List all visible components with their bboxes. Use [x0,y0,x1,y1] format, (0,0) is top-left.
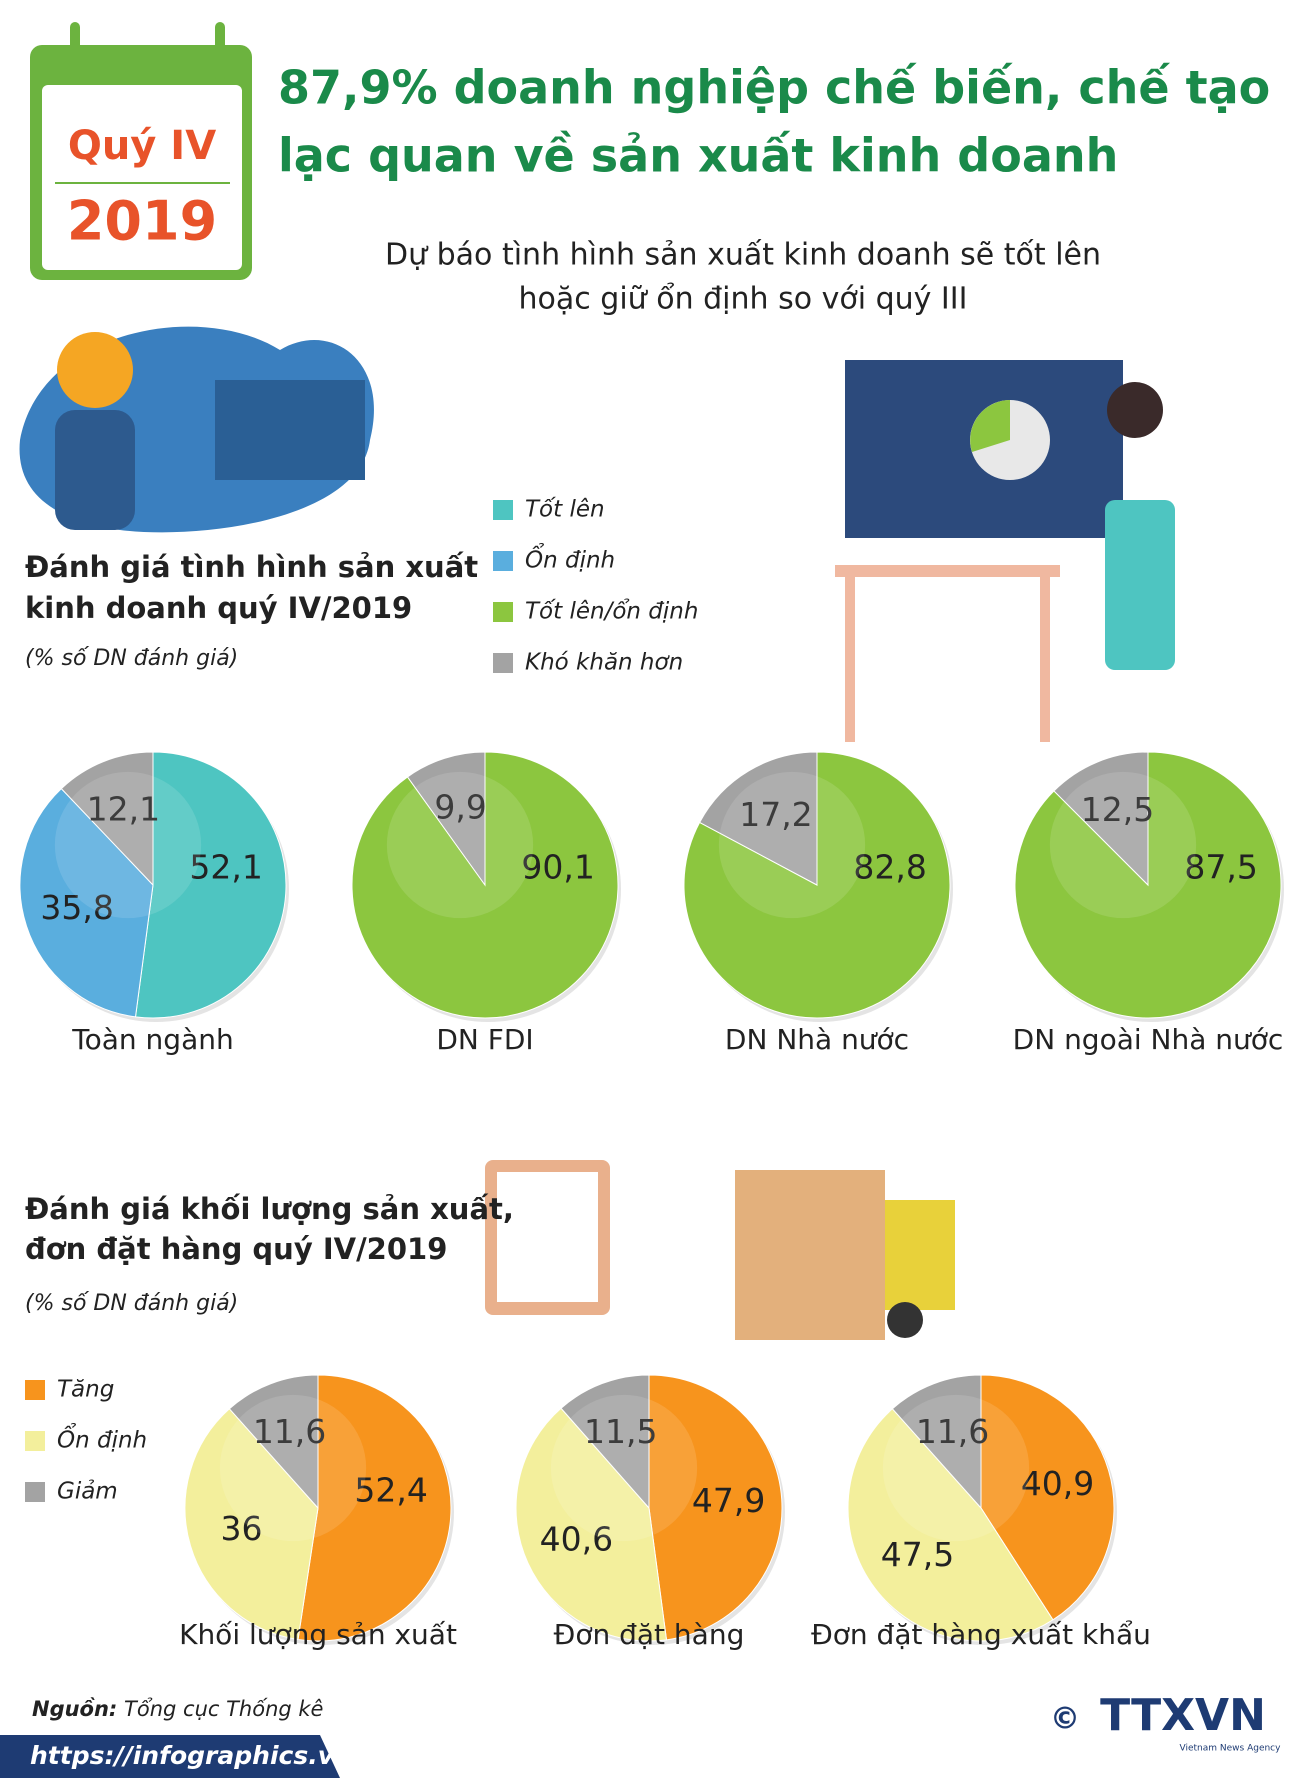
badge-ring [70,22,80,82]
legend-label: Ổn định [57,1423,147,1454]
pie-gloss [550,1394,698,1542]
pie-slice [980,1374,1115,1621]
pie-slice [134,751,287,1019]
pie-value-label: 11,6 [253,1412,326,1451]
legend-swatch [25,1482,45,1502]
legend-swatch [493,500,513,520]
pie-label: Toàn ngành [71,1023,233,1056]
pie-gloss [1049,771,1197,919]
pie-slice [1053,751,1149,887]
pie-gloss [54,771,202,919]
pie-value-label: 40,9 [1021,1464,1094,1503]
pie-slice [19,787,154,1018]
pie-value-label: 87,5 [1184,848,1257,887]
badge-page [42,85,242,270]
pie-gloss [219,1394,367,1542]
pie-value-label: 12,5 [1081,790,1154,829]
section-title: đơn đặt hàng quý IV/2019 [25,1232,447,1266]
section-note: (% số DN đánh giá) [25,1291,238,1316]
pie-label: Khối lượng sản xuất [179,1618,457,1651]
illustration-desk [845,577,855,742]
source: Nguồn: Tổng cục Thống kê [32,1697,323,1721]
illustration-presenter [1105,500,1175,670]
illustration-machine [215,380,365,480]
pie-value-label: 47,9 [692,1481,765,1520]
pie-value-label: 12,1 [87,789,160,828]
pie-value-label: 11,5 [584,1412,657,1451]
pie-value-label: 47,5 [881,1535,954,1574]
illustration-worker [55,410,135,530]
pie-slice [297,1374,452,1642]
pie-label: DN Nhà nước [725,1023,909,1056]
pie-slice [891,1374,982,1510]
section-note: (% số DN đánh giá) [25,646,238,671]
pie-value-label: 90,1 [521,848,594,887]
footer-bar [0,1735,340,1778]
pie-slice [406,751,486,887]
pie-gloss [386,771,534,919]
illustration-board-pie [970,400,1010,452]
badge-year: 2019 [67,190,217,253]
pie-value-label: 52,4 [354,1471,427,1510]
illustration-forklift [885,1200,955,1310]
pie-value-label: 11,6 [916,1412,989,1451]
legend-label: Tốt lên/ổn định [525,599,698,625]
source-text: Tổng cục Thống kê [124,1697,323,1721]
subtitle-line: hoặc giữ ổn định so với quý III [519,281,968,317]
pie-value-label: 52,1 [189,848,262,887]
illustration-wheel [887,1302,923,1338]
title-line: 87,9% doanh nghiệp chế biến, chế tạo [278,61,1270,115]
pie-label: DN ngoài Nhà nước [1013,1023,1284,1056]
legend-label: Giảm [57,1479,118,1505]
pie-value-label: 40,6 [540,1520,613,1559]
illustration-desk [835,565,1060,577]
pie-slice [698,751,818,886]
copyright: © [1050,1702,1080,1737]
pie-value-label: 17,2 [739,795,812,834]
pie-slice [515,1407,668,1642]
legend-label: Khó khăn hơn [525,650,683,676]
illustration-clipboard [497,1172,598,1302]
badge-quarter: Quý IV [68,123,216,169]
pie-value-label: 35,8 [40,888,113,927]
legend-swatch [25,1380,45,1400]
pie-label: DN FDI [436,1023,533,1056]
illustration-presenter [1107,382,1163,438]
pie-slice [60,751,154,887]
pie-gloss [882,1394,1030,1542]
legend-label: Tốt lên [525,497,605,523]
pie-label: Đơn đặt hàng xuất khẩu [811,1618,1151,1651]
pie-label: Đơn đặt hàng [554,1618,745,1651]
illustration-boxes [735,1170,885,1340]
pie-value-label: 36 [221,1509,263,1548]
legend-label: Ổn định [525,543,615,574]
subtitle-line: Dự báo tình hình sản xuất kinh doanh sẽ … [385,238,1101,273]
pie-slice [560,1374,650,1510]
logo-sub: Vietnam News Agency [1180,1744,1282,1754]
section-title: kinh doanh quý IV/2019 [25,591,412,625]
pie-slice [683,751,951,1019]
pie-slice [648,1374,783,1641]
legend-swatch [493,653,513,673]
legend-label: Tăng [57,1377,114,1403]
url: https://infographics.vn [30,1741,352,1770]
illustration-desk [1040,577,1050,742]
pie-slice [847,1408,1054,1642]
pie-value-label: 9,9 [434,788,486,827]
title-line: lạc quan về sản xuất kinh doanh [278,129,1118,183]
logo: TTXVN [1100,1690,1266,1741]
illustration-helmet [57,332,133,408]
section-title: Đánh giá khối lượng sản xuất, [25,1192,514,1226]
legend-swatch [493,551,513,571]
pie-gloss [718,771,866,919]
legend-swatch [493,602,513,622]
source-label: Nguồn: [32,1697,117,1721]
section-title: Đánh giá tình hình sản xuất [25,550,478,584]
badge-ring [215,22,225,82]
pie-slice [184,1408,319,1641]
pie-value-label: 82,8 [853,848,926,887]
legend-swatch [25,1431,45,1451]
pie-slice [228,1374,319,1510]
